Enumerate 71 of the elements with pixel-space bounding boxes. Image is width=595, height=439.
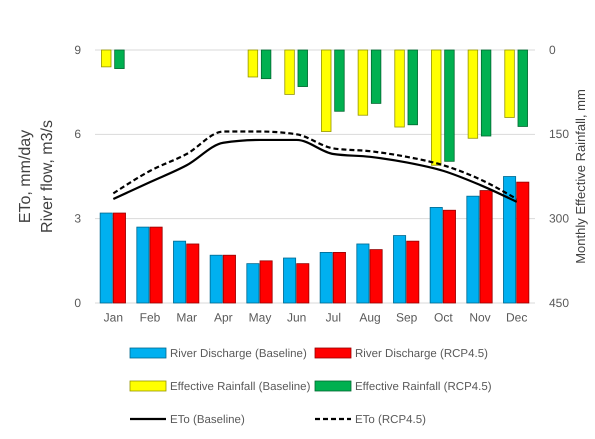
bar [210,254,223,304]
bar [406,240,420,304]
bar [114,50,125,69]
bar [356,244,370,304]
bar [518,50,528,127]
bar [150,226,163,304]
bar [393,235,406,304]
bar [431,50,442,166]
bar [101,50,112,68]
bar [283,258,296,304]
bar [444,50,455,162]
legend-label: River Discharge (RCP4.5) [355,348,488,360]
bar [298,50,308,87]
bar [408,50,418,126]
legend-label: Effective Rainfall (Baseline) [170,381,311,393]
bar [504,50,515,118]
x-tick-label: Jul [326,310,342,325]
bar [296,263,310,304]
y2-tick-label: 450 [549,296,570,310]
x-tick-label: Sep [396,310,418,325]
bar [503,176,516,304]
bar [320,252,333,304]
bar [334,50,345,112]
bar [442,210,456,304]
y-tick-label: 0 [74,296,82,310]
line-series [112,130,518,200]
y2-tick-label: 300 [549,212,570,226]
x-tick-label: Dec [506,310,528,325]
bar [284,50,295,95]
bar [246,263,260,304]
bar [222,254,236,304]
x-tick-label: May [248,310,272,325]
bar [370,249,383,304]
legend-label: ETo (RCP4.5) [355,414,426,426]
x-tick-label: Jun [286,310,306,325]
y2-tick-label: 0 [549,42,556,57]
y-axis-title: ETo, mm/day River flow, m3/s [17,120,56,233]
bar [136,226,150,304]
bar [466,196,480,304]
legend-label: River Discharge (Baseline) [170,348,307,360]
x-tick-label: Mar [176,310,198,325]
x-tick-label: Feb [140,310,161,325]
x-tick-label: Apr [214,310,233,325]
bar [112,212,126,304]
bar [394,50,405,128]
bar [358,50,368,116]
bar [480,190,493,304]
bar [516,182,530,304]
bar [186,244,200,304]
y2-tick-label: 150 [549,127,570,142]
y-tick-label: 3 [74,212,82,226]
legend-label: ETo (Baseline) [170,414,245,426]
bar [248,50,258,78]
legend-label: Effective Rainfall (RCP4.5) [355,381,492,393]
bar [100,212,113,304]
bar [260,50,272,80]
bar [370,50,382,104]
y-tick-label: 9 [74,42,82,57]
x-tick-label: Nov [469,310,491,325]
y-tick-label: 6 [74,127,82,142]
x-tick-label: Aug [359,310,381,325]
bar [332,252,346,304]
bar [321,50,332,132]
y2-axis-title: Monthly Effective Rainfall, mm [573,89,588,264]
x-tick-label: Oct [434,310,454,325]
bar [468,50,478,139]
bar [480,50,492,136]
bar [260,260,273,304]
bar [173,240,186,304]
bar [430,207,443,304]
x-tick-label: Jan [104,310,124,325]
